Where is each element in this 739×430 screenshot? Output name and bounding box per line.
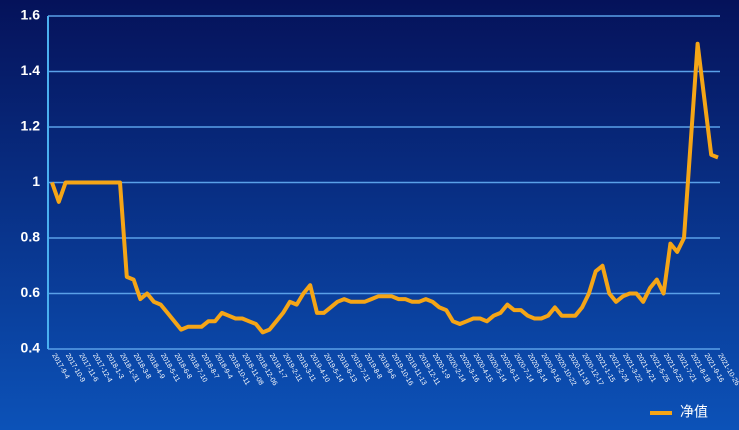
y-tick-label: 0.8 (21, 229, 41, 245)
y-tick-label: 1.4 (21, 62, 41, 78)
y-tick-label: 1 (32, 173, 40, 189)
y-tick-label: 1.2 (21, 118, 41, 134)
y-tick-label: 0.4 (21, 340, 41, 356)
y-tick-label: 1.6 (21, 7, 41, 23)
legend-label: 净值 (680, 404, 708, 420)
y-tick-label: 0.6 (21, 284, 41, 300)
series-line (50, 41, 719, 335)
